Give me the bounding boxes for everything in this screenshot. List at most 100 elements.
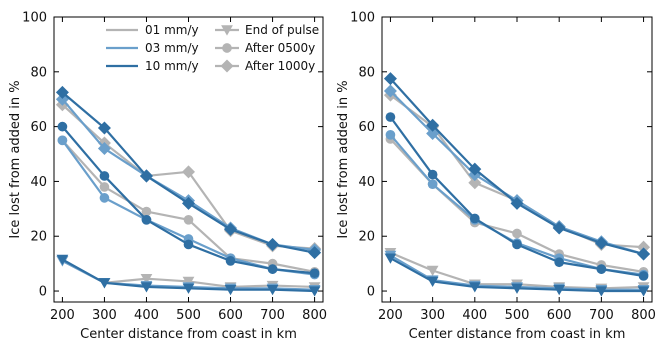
x-tick-label: 600: [547, 308, 572, 323]
data-point-circle: [99, 182, 110, 192]
data-point-circle: [596, 264, 607, 274]
legend-label: 10 mm/y: [145, 59, 199, 73]
data-point-triangle-down: [637, 286, 650, 297]
legend-label: After 1000y: [245, 59, 315, 73]
data-point-circle: [469, 213, 480, 224]
data-point-circle: [267, 264, 278, 274]
legend-label: End of pulse: [245, 23, 319, 37]
x-tick-label: 400: [462, 308, 487, 323]
legend-marker-circle: [222, 43, 232, 53]
x-tick-label: 400: [134, 308, 159, 323]
data-point-diamond: [55, 85, 69, 99]
y-tick-label: 80: [30, 65, 47, 80]
data-point-triangle-down: [595, 286, 608, 297]
data-point-triangle-down: [182, 283, 195, 294]
data-point-circle: [638, 271, 649, 281]
data-point-circle: [57, 135, 68, 146]
x-tick-label: 300: [420, 308, 445, 323]
right-chart-panel: 200 300 400 500 600 700 800 0 20 40 60 80 100 Center …: [336, 11, 656, 343]
data-point-triangle-down: [468, 282, 481, 293]
y-axis-label: Ice lost from added in %: [8, 80, 23, 238]
data-point-diamond: [55, 92, 69, 106]
y-tick-label: 100: [22, 11, 47, 26]
data-point-circle: [141, 214, 152, 225]
data-point-triangle-down: [511, 283, 523, 294]
data-point-diamond: [181, 165, 196, 179]
x-tick-label: 200: [50, 308, 75, 323]
data-point-diamond: [510, 196, 524, 210]
y-tick-label: 60: [358, 120, 375, 135]
series-10-mm-y-triangle-down: [384, 253, 650, 297]
data-point-triangle-down: [553, 284, 566, 296]
data-point-triangle-down: [224, 284, 237, 296]
legend-marker-diamond: [220, 59, 234, 73]
x-axis-label: Center distance from coast in km: [80, 327, 297, 342]
data-point-diamond: [594, 236, 608, 250]
legend-label: 03 mm/y: [145, 41, 199, 55]
x-tick-label: 300: [92, 308, 117, 323]
data-point-triangle-down: [182, 276, 195, 288]
y-tick-label: 0: [367, 285, 375, 300]
data-point-diamond: [637, 240, 651, 254]
y-tick-label: 100: [350, 11, 375, 26]
y-tick-label: 80: [358, 65, 375, 80]
data-point-circle: [183, 214, 194, 225]
x-tick-label: 800: [631, 308, 656, 323]
x-tick-label: 500: [505, 308, 530, 323]
data-point-diamond: [552, 221, 566, 235]
data-point-triangle-down: [426, 265, 439, 277]
data-point-circle: [99, 193, 110, 203]
y-axis-label: Ice lost from added in %: [336, 80, 351, 238]
y-tick-label: 20: [30, 230, 47, 245]
data-point-diamond: [139, 169, 153, 183]
data-point-diamond: [468, 176, 482, 190]
series-10-mm-y-circle: [385, 112, 649, 281]
data-point-diamond: [224, 222, 238, 236]
y-tick-label: 40: [358, 175, 375, 190]
data-point-diamond: [97, 142, 111, 156]
data-point-circle: [309, 268, 320, 279]
legend-marker-triangle-down: [221, 25, 233, 36]
x-axis-label: Center distance from coast in km: [409, 327, 626, 342]
data-point-circle: [427, 179, 438, 189]
data-point-diamond: [97, 121, 111, 135]
data-point-triangle-down: [140, 273, 153, 285]
data-point-triangle-down: [140, 282, 153, 293]
data-point-triangle-down: [426, 276, 439, 288]
legend: 01 mm/y 03 mm/y 10 mm/y End of pulse After 0…: [106, 23, 319, 73]
x-tick-label: 500: [176, 308, 201, 323]
data-point-triangle-down: [56, 254, 69, 266]
data-point-circle: [57, 121, 68, 132]
data-point-triangle-down: [384, 253, 397, 264]
series-10-mm-y-circle: [57, 121, 320, 279]
series-line: [389, 94, 644, 249]
data-point-circle: [512, 239, 522, 250]
x-tick-label: 200: [378, 308, 403, 323]
data-point-circle: [385, 112, 396, 122]
x-tick-label: 700: [260, 308, 285, 323]
data-point-diamond: [383, 72, 397, 86]
data-point-diamond: [181, 196, 196, 210]
data-point-triangle-down: [266, 284, 279, 296]
data-point-circle: [554, 257, 565, 268]
x-tick-label: 600: [218, 308, 243, 323]
data-point-circle: [183, 239, 194, 250]
x-tick-label: 800: [302, 308, 327, 323]
legend-label: After 0500y: [245, 41, 315, 55]
data-point-circle: [385, 130, 396, 140]
data-point-diamond: [468, 162, 482, 176]
data-point-circle: [512, 228, 522, 239]
series-10-mm-y-triangle-down: [56, 254, 321, 297]
data-point-circle: [141, 206, 152, 217]
y-tick-label: 20: [358, 230, 375, 245]
y-tick-label: 40: [30, 175, 47, 190]
y-tick-label: 60: [30, 120, 47, 135]
data-point-diamond: [266, 237, 280, 251]
data-point-triangle-down: [308, 286, 321, 297]
data-point-diamond: [637, 247, 651, 261]
data-point-circle: [427, 169, 438, 180]
data-point-diamond: [426, 118, 440, 132]
data-point-triangle-down: [98, 278, 111, 289]
data-point-circle: [225, 256, 236, 266]
